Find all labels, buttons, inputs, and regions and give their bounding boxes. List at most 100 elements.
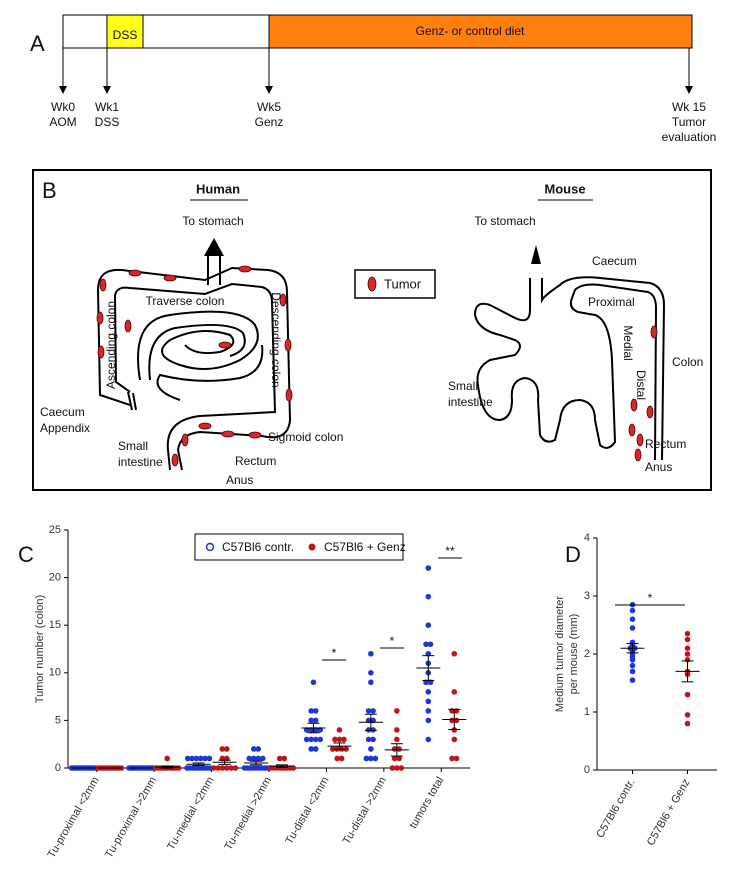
data-point bbox=[206, 755, 213, 762]
label: Rectum bbox=[235, 454, 276, 468]
significance-label: ** bbox=[445, 544, 455, 558]
data-point bbox=[189, 755, 195, 762]
data-point bbox=[427, 641, 434, 648]
data-point bbox=[370, 717, 376, 724]
data-point bbox=[629, 616, 636, 622]
legend-marker bbox=[308, 543, 316, 551]
data-point bbox=[250, 755, 257, 762]
data-point bbox=[281, 755, 288, 762]
data-point bbox=[317, 727, 323, 733]
timeline-bar bbox=[62, 14, 270, 49]
panel-frame bbox=[32, 169, 712, 491]
legend-marker bbox=[205, 542, 215, 552]
data-point bbox=[202, 755, 208, 762]
legend-box bbox=[194, 533, 404, 561]
data-point bbox=[332, 736, 338, 743]
data-point bbox=[368, 755, 374, 762]
data-point bbox=[629, 662, 636, 669]
x-tick-label: Tu-proximal >2mm bbox=[103, 775, 159, 860]
data-point bbox=[684, 720, 691, 727]
data-point bbox=[425, 650, 432, 657]
data-point bbox=[684, 712, 691, 718]
data-point bbox=[365, 736, 372, 743]
mouse-tumors bbox=[628, 325, 658, 462]
data-point bbox=[425, 736, 432, 743]
data-point bbox=[425, 593, 432, 600]
data-point bbox=[396, 755, 402, 762]
y-tick-label: 1 bbox=[584, 706, 590, 718]
significance-label: * bbox=[390, 634, 395, 648]
y-axis-label: Medium tumor diameter bbox=[554, 596, 566, 712]
data-point bbox=[193, 755, 200, 762]
data-point bbox=[427, 679, 434, 686]
legend-text: Tumor bbox=[384, 276, 422, 291]
timepoint: evaluation bbox=[662, 130, 717, 144]
panel-label: C bbox=[18, 542, 34, 567]
data-point bbox=[336, 736, 343, 743]
label: intestine bbox=[118, 455, 163, 469]
data-point bbox=[370, 736, 376, 743]
significance-label: * bbox=[332, 646, 337, 660]
y-tick-label: 4 bbox=[584, 532, 590, 544]
x-tick-label: Tu-medial >2mm bbox=[223, 775, 275, 852]
data-point bbox=[684, 630, 691, 637]
label: Colon bbox=[672, 355, 703, 369]
timepoint: Wk0 bbox=[51, 100, 75, 114]
data-point bbox=[425, 622, 432, 628]
data-point bbox=[629, 668, 636, 675]
diet-text: Genz- or control diet bbox=[416, 24, 525, 38]
label: Proximal bbox=[588, 295, 635, 309]
data-point bbox=[336, 727, 343, 733]
data-point bbox=[394, 736, 400, 743]
data-point bbox=[363, 755, 370, 762]
data-point bbox=[451, 736, 458, 743]
data-point bbox=[308, 708, 314, 714]
panel-label: D bbox=[565, 542, 581, 567]
data-point bbox=[303, 736, 310, 743]
x-tick-label: C57Bl6 + Genz bbox=[645, 777, 693, 848]
data-point bbox=[365, 708, 372, 714]
label: Rectum bbox=[645, 437, 686, 451]
arrows bbox=[59, 48, 693, 94]
y-tick-label: 10 bbox=[49, 667, 61, 679]
data-point bbox=[246, 755, 253, 762]
data-point bbox=[312, 717, 319, 724]
data-point bbox=[175, 765, 182, 771]
y-tick-label: 5 bbox=[55, 714, 61, 726]
data-point bbox=[312, 736, 319, 743]
data-point bbox=[451, 650, 458, 657]
data-point bbox=[215, 765, 221, 771]
label: Descending colon bbox=[269, 292, 283, 387]
data-point bbox=[312, 708, 319, 714]
data-point bbox=[391, 755, 398, 762]
y-tick-label: 2 bbox=[584, 648, 590, 660]
data-point bbox=[197, 755, 204, 762]
panel-label: B bbox=[42, 178, 57, 203]
data-point bbox=[423, 641, 429, 648]
x-tick-label: tumors total bbox=[407, 775, 446, 831]
legend-text: C57Bl6 contr. bbox=[222, 540, 294, 554]
data-point bbox=[629, 625, 636, 631]
panel-a: A DSS Genz- or control diet Wk0 AOM Wk1 … bbox=[30, 14, 717, 144]
data-point bbox=[224, 746, 230, 752]
data-point bbox=[684, 691, 691, 698]
data-point bbox=[308, 746, 314, 752]
data-point bbox=[684, 651, 691, 657]
data-point bbox=[343, 746, 349, 752]
data-point bbox=[394, 708, 400, 714]
data-point bbox=[629, 677, 636, 683]
x-tick-label: Tu-medial <2mm bbox=[165, 775, 217, 852]
x-tick-label: Tu-distal >2mm bbox=[341, 775, 389, 847]
label: Anus bbox=[226, 473, 253, 487]
label: Ascending colon bbox=[104, 301, 118, 389]
data-point bbox=[684, 645, 691, 651]
legend: C57Bl6 contr. C57Bl6 + Genz bbox=[194, 533, 406, 561]
data-point bbox=[223, 765, 230, 771]
data-point bbox=[219, 746, 226, 752]
data-point bbox=[184, 755, 191, 762]
data-point bbox=[368, 679, 374, 686]
diagram-title: Human bbox=[196, 181, 240, 196]
data-point bbox=[629, 607, 636, 614]
data-point bbox=[312, 727, 319, 733]
